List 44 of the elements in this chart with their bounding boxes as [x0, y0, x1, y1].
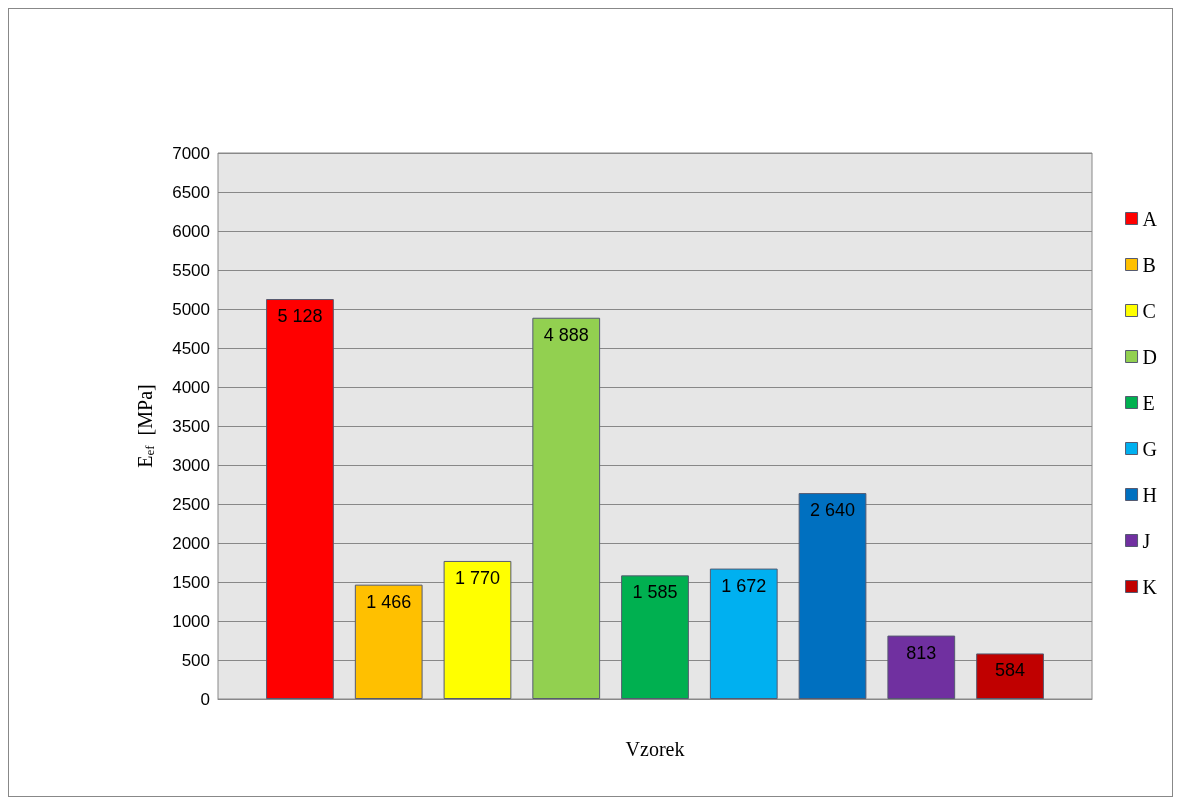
- data-label: 4 888: [543, 324, 589, 345]
- bar: [709, 568, 778, 699]
- y-tick-label: 5500: [172, 260, 210, 280]
- bar: [976, 653, 1044, 699]
- legend-label: J: [1142, 529, 1151, 552]
- y-tick-label: 6000: [172, 221, 210, 241]
- data-label: 1 466: [366, 591, 412, 612]
- legend-label: B: [1142, 253, 1156, 276]
- bar: [532, 317, 601, 699]
- data-label: 1 585: [632, 582, 678, 603]
- y-tick-label: 4000: [172, 377, 210, 397]
- bar: [266, 299, 334, 699]
- legend-label: C: [1142, 299, 1156, 322]
- legend-label: K: [1142, 575, 1158, 598]
- bar: [443, 560, 512, 699]
- legend-label: D: [1142, 345, 1158, 368]
- y-tick-label: 500: [181, 650, 210, 670]
- y-tick-label: 3000: [172, 455, 210, 475]
- bar: [354, 584, 423, 699]
- legend-label: E: [1142, 391, 1155, 414]
- y-tick-label: 5000: [172, 299, 210, 319]
- data-label: 5 128: [277, 306, 323, 327]
- bar: [798, 493, 867, 699]
- y-tick-label: 0: [200, 689, 210, 709]
- y-tick-label: 6500: [172, 182, 210, 202]
- y-axis-title: Eef [MPa]: [133, 384, 157, 468]
- data-label: 584: [995, 660, 1026, 681]
- bar: [621, 575, 689, 699]
- legend-label: A: [1142, 207, 1158, 230]
- y-tick-label: 2000: [172, 533, 210, 553]
- legend-label: G: [1142, 437, 1158, 460]
- x-axis-title: Vzorek: [625, 738, 685, 760]
- legend-label: H: [1142, 483, 1158, 506]
- y-tick-label: 1500: [172, 572, 210, 592]
- y-tick-label: 2500: [172, 494, 210, 514]
- data-label: 1 672: [721, 575, 767, 596]
- y-tick-label: 7000: [172, 143, 210, 163]
- data-label: 2 640: [810, 500, 856, 521]
- y-tick-label: 4500: [172, 338, 210, 358]
- data-label: 813: [906, 642, 937, 663]
- y-tick-label: 1000: [172, 611, 210, 631]
- y-tick-label: 3500: [172, 416, 210, 436]
- data-label: 1 770: [454, 567, 500, 588]
- bar: [887, 635, 956, 699]
